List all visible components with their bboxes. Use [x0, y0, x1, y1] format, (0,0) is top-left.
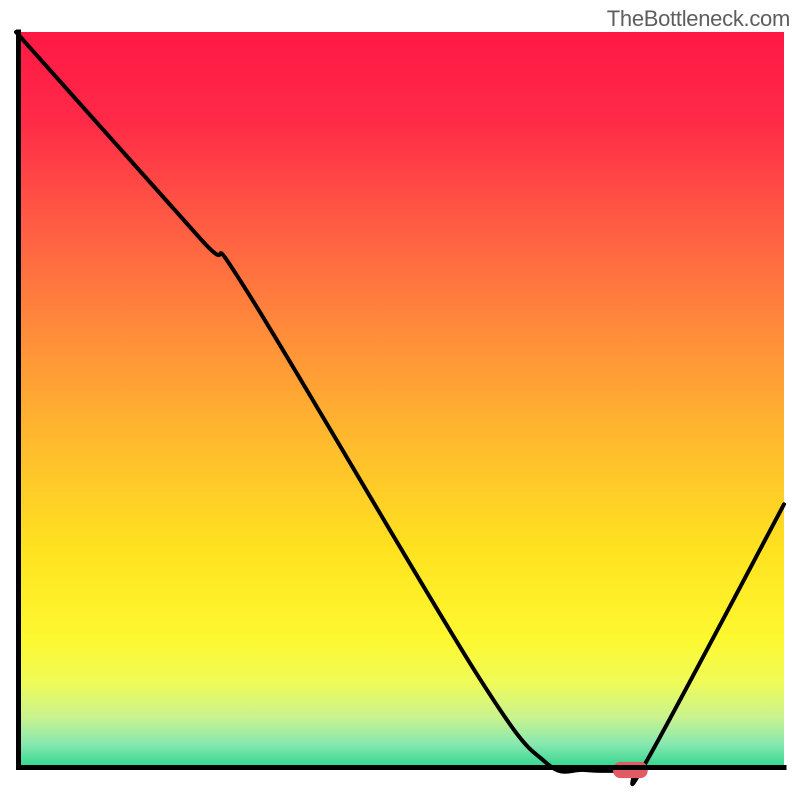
chart-svg	[0, 0, 800, 800]
watermark-text: TheBottleneck.com	[607, 6, 790, 32]
gradient-background	[16, 32, 784, 770]
bottleneck-chart	[0, 0, 800, 800]
